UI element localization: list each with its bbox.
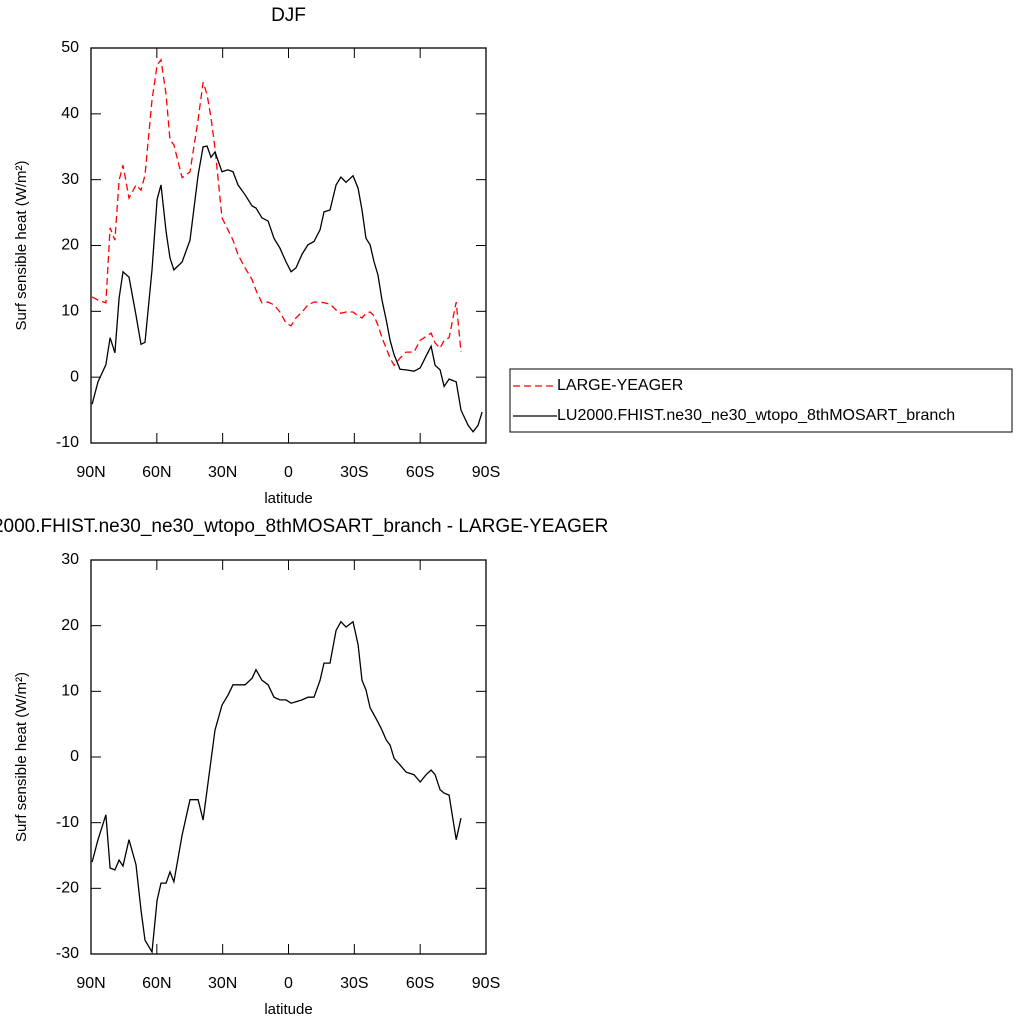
y-tick-label: 0 bbox=[70, 368, 79, 385]
legend-label: LU2000.FHIST.ne30_ne30_wtopo_8thMOSART_b… bbox=[557, 407, 955, 424]
y-tick-label: -10 bbox=[56, 814, 79, 831]
y-tick-label: 10 bbox=[61, 303, 79, 320]
y-tick-label: 0 bbox=[70, 748, 79, 765]
y-tick-label: 30 bbox=[61, 171, 79, 188]
x-tick-label: 0 bbox=[284, 975, 293, 992]
plot-frame bbox=[90, 47, 487, 444]
x-tick-label: 60S bbox=[406, 464, 434, 481]
x-tick-label: 60S bbox=[406, 975, 434, 992]
y-axis-label: Surf sensible heat (W/m²) bbox=[13, 672, 30, 842]
y-tick-label: -30 bbox=[56, 945, 79, 962]
x-tick-label: 30S bbox=[340, 464, 368, 481]
legend-label: LARGE-YEAGER bbox=[557, 377, 683, 394]
x-tick-label: 90S bbox=[472, 464, 500, 481]
legend-box bbox=[509, 368, 1013, 433]
series-line bbox=[91, 145, 483, 433]
y-tick-label: 20 bbox=[61, 617, 79, 634]
plot-frame bbox=[90, 559, 487, 955]
series-line bbox=[91, 58, 462, 367]
x-tick-label: 30S bbox=[340, 975, 368, 992]
y-tick-label: 30 bbox=[61, 551, 79, 568]
x-tick-label: 90N bbox=[76, 975, 105, 992]
y-tick-label: 20 bbox=[61, 237, 79, 254]
chart-title: LU2000.FHIST.ne30_ne30_wtopo_8thMOSART_b… bbox=[0, 516, 608, 537]
y-tick-label: -20 bbox=[56, 880, 79, 897]
series-line bbox=[91, 620, 462, 955]
y-tick-label: 40 bbox=[61, 105, 79, 122]
x-axis-label: latitude bbox=[264, 1001, 312, 1018]
y-tick-label: 10 bbox=[61, 683, 79, 700]
x-tick-label: 30N bbox=[208, 464, 237, 481]
x-tick-label: 30N bbox=[208, 975, 237, 992]
y-tick-label: -10 bbox=[56, 434, 79, 451]
y-axis-label: Surf sensible heat (W/m²) bbox=[13, 160, 30, 330]
x-tick-label: 60N bbox=[142, 464, 171, 481]
x-tick-label: 90S bbox=[472, 975, 500, 992]
x-tick-label: 90N bbox=[76, 464, 105, 481]
y-tick-label: 50 bbox=[61, 39, 79, 56]
chart-title: DJF bbox=[271, 5, 306, 26]
x-tick-label: 60N bbox=[142, 975, 171, 992]
x-tick-label: 0 bbox=[284, 464, 293, 481]
x-axis-label: latitude bbox=[264, 490, 312, 507]
